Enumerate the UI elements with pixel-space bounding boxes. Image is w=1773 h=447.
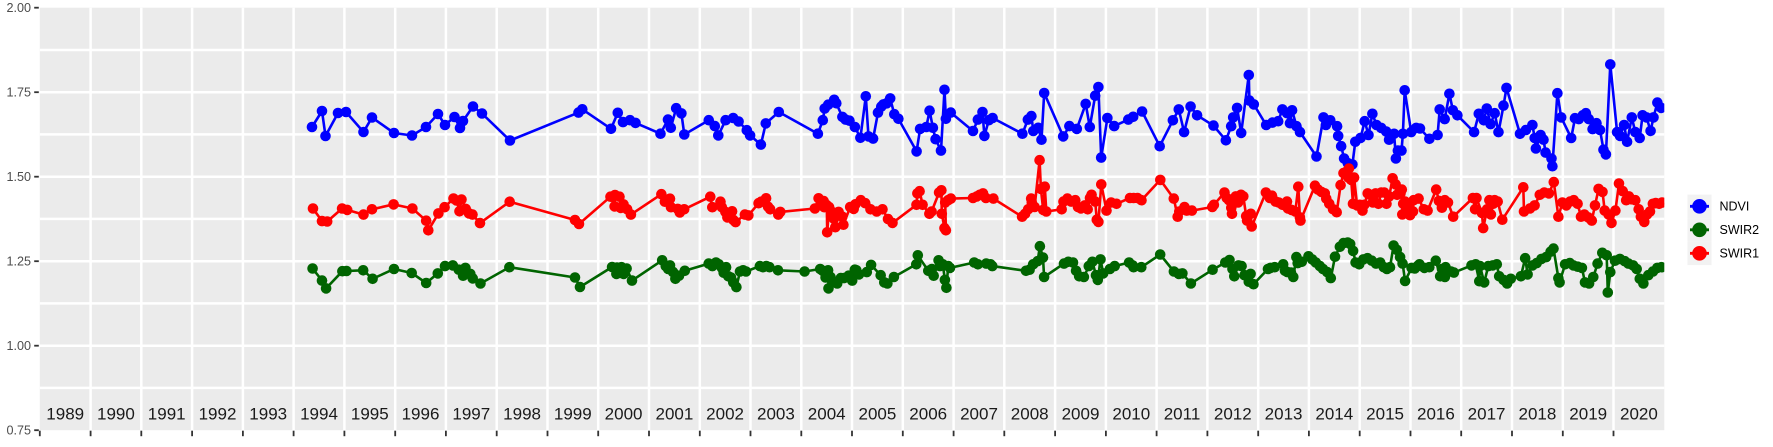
svg-text:2001: 2001 — [655, 404, 693, 423]
svg-text:2012: 2012 — [1214, 404, 1252, 423]
svg-text:1996: 1996 — [402, 404, 440, 423]
svg-text:1999: 1999 — [554, 404, 592, 423]
svg-text:2019: 2019 — [1569, 404, 1607, 423]
svg-text:2009: 2009 — [1062, 404, 1100, 423]
svg-text:1.50: 1.50 — [6, 170, 31, 184]
svg-text:1997: 1997 — [452, 404, 490, 423]
svg-text:2.00: 2.00 — [6, 1, 31, 15]
svg-text:2006: 2006 — [909, 404, 947, 423]
svg-text:2016: 2016 — [1417, 404, 1455, 423]
svg-text:1995: 1995 — [351, 404, 389, 423]
svg-text:0.75: 0.75 — [6, 423, 31, 437]
svg-text:2011: 2011 — [1164, 404, 1201, 423]
svg-text:1.25: 1.25 — [6, 254, 31, 268]
svg-text:2000: 2000 — [605, 404, 643, 423]
svg-text:2015: 2015 — [1366, 404, 1404, 423]
svg-text:2017: 2017 — [1468, 404, 1506, 423]
svg-text:2002: 2002 — [706, 404, 744, 423]
svg-text:1998: 1998 — [503, 404, 541, 423]
svg-text:1993: 1993 — [249, 404, 287, 423]
svg-text:SWIR1: SWIR1 — [1720, 247, 1760, 261]
svg-text:2010: 2010 — [1112, 404, 1150, 423]
svg-text:1994: 1994 — [300, 404, 338, 423]
svg-text:2007: 2007 — [960, 404, 998, 423]
svg-text:2004: 2004 — [808, 404, 846, 423]
svg-text:2005: 2005 — [858, 404, 896, 423]
svg-text:2014: 2014 — [1315, 404, 1353, 423]
svg-text:1990: 1990 — [97, 404, 135, 423]
svg-text:NDVI: NDVI — [1720, 200, 1750, 214]
svg-text:2020: 2020 — [1620, 404, 1658, 423]
svg-text:1991: 1991 — [148, 404, 186, 423]
svg-text:SWIR2: SWIR2 — [1720, 223, 1760, 237]
svg-text:1992: 1992 — [199, 404, 237, 423]
svg-text:1989: 1989 — [46, 404, 84, 423]
svg-text:2008: 2008 — [1011, 404, 1049, 423]
svg-text:2018: 2018 — [1518, 404, 1556, 423]
svg-text:2003: 2003 — [757, 404, 795, 423]
svg-text:1.75: 1.75 — [6, 85, 31, 99]
svg-text:2013: 2013 — [1265, 404, 1303, 423]
svg-text:1.00: 1.00 — [6, 339, 31, 353]
